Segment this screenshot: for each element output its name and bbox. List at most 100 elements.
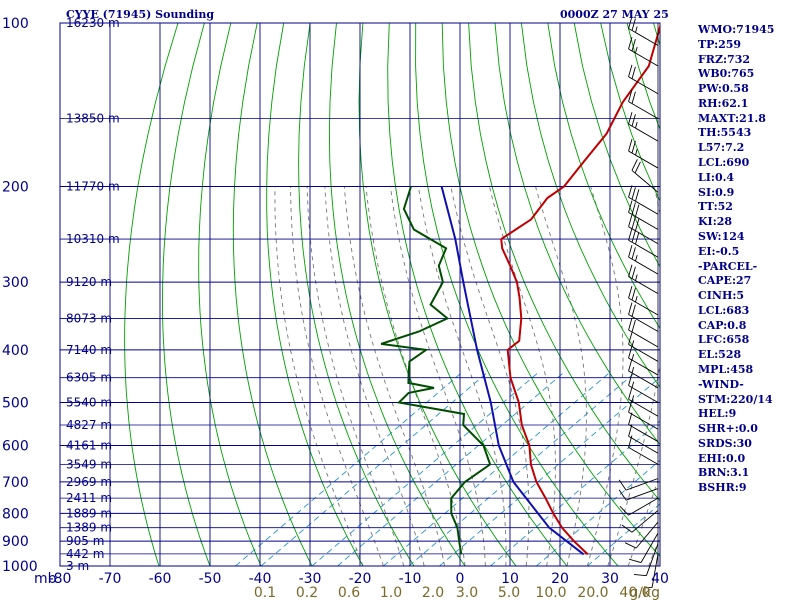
barb-staff bbox=[628, 256, 659, 275]
barb-flag bbox=[634, 161, 641, 174]
index-line: EL:528 bbox=[698, 348, 742, 362]
temperature-trace bbox=[500, 23, 660, 556]
index-line: TP:259 bbox=[698, 37, 742, 51]
wind-barb bbox=[628, 358, 659, 389]
height-label: 5540 m bbox=[66, 396, 112, 410]
pressure-label: 200 bbox=[2, 179, 29, 195]
grid bbox=[59, 22, 661, 567]
temperature-tick-label: 20 bbox=[551, 571, 569, 587]
index-line: SRDS:30 bbox=[698, 436, 752, 450]
height-label: 2969 m bbox=[66, 475, 112, 489]
barb-staff bbox=[628, 314, 659, 332]
dewpoint-trace bbox=[380, 186, 492, 555]
moist-adiabat bbox=[627, 472, 660, 566]
barb-flag bbox=[631, 141, 636, 154]
barb-staff bbox=[628, 48, 659, 67]
temperature-tick-label: -50 bbox=[199, 571, 222, 587]
mixing-ratio-label: 3.0 bbox=[456, 585, 478, 600]
index-line: BRN:3.1 bbox=[698, 466, 750, 480]
barb-flag bbox=[631, 288, 636, 301]
barb-flag bbox=[631, 304, 636, 317]
barb-flag bbox=[635, 232, 640, 245]
barb-flag bbox=[628, 64, 633, 77]
barb-flag bbox=[628, 139, 633, 152]
barb-flag bbox=[628, 358, 633, 372]
barb-half-flag bbox=[631, 381, 635, 388]
barb-flag bbox=[635, 189, 640, 202]
barb-staff bbox=[628, 276, 659, 294]
temperature-tick-label: -70 bbox=[99, 571, 122, 587]
temperature-tick-label: 40 bbox=[651, 571, 669, 587]
height-label: 4161 m bbox=[66, 439, 112, 453]
index-line: HEL:9 bbox=[698, 407, 737, 421]
wind-barb bbox=[628, 16, 659, 46]
index-line: EI:-0.5 bbox=[698, 244, 740, 258]
temperature-tick-label: -40 bbox=[249, 571, 272, 587]
barb-flag bbox=[628, 400, 633, 413]
barb-flag bbox=[634, 573, 647, 577]
index-line: MPL:458 bbox=[698, 362, 754, 376]
barb-flag bbox=[628, 286, 633, 299]
index-line: TH:5543 bbox=[698, 126, 752, 140]
barb-staff bbox=[628, 150, 659, 169]
dry-adiabat bbox=[266, 23, 364, 566]
wind-barb bbox=[628, 36, 659, 67]
temperature-tick-label: -20 bbox=[349, 571, 372, 587]
moist-adiabat bbox=[306, 186, 405, 566]
moist-adiabat bbox=[343, 186, 446, 566]
height-label: 6305 m bbox=[66, 371, 112, 385]
barb-flag bbox=[624, 542, 637, 549]
barb-staff bbox=[635, 521, 659, 549]
wind-barb bbox=[628, 387, 659, 417]
pressure-label: 1000 bbox=[2, 559, 38, 575]
height-label: 905 m bbox=[66, 534, 104, 548]
pressure-label: 700 bbox=[2, 475, 29, 491]
moist-adiabat bbox=[274, 186, 364, 566]
barb-half-flag bbox=[635, 26, 638, 33]
barb-staff bbox=[628, 447, 659, 465]
pressure-label: 400 bbox=[2, 343, 29, 359]
index-line: SI:0.9 bbox=[698, 185, 735, 199]
dry-adiabat bbox=[415, 23, 619, 566]
barb-flag bbox=[628, 245, 633, 258]
barb-staff bbox=[628, 370, 659, 389]
barb-staff bbox=[645, 543, 659, 576]
height-label: 1389 m bbox=[66, 521, 112, 535]
sounding-date: 0000Z 27 MAY 25 bbox=[560, 8, 669, 21]
temperature-tick-label: -80 bbox=[49, 571, 72, 587]
moist-adiabat bbox=[488, 186, 556, 566]
barb-flag bbox=[635, 204, 640, 217]
temperature-tick-label: 30 bbox=[601, 571, 619, 587]
barb-half-flag bbox=[635, 122, 638, 129]
barb-staff bbox=[628, 28, 659, 46]
barb-flag bbox=[631, 114, 636, 127]
barb-flag bbox=[628, 373, 633, 386]
barb-flag bbox=[618, 489, 627, 501]
wind-barb bbox=[628, 532, 659, 564]
barb-half-flag bbox=[631, 395, 635, 402]
dry-adiabat bbox=[468, 23, 660, 502]
barb-flag bbox=[618, 479, 627, 491]
sounding-profiles bbox=[380, 23, 660, 556]
barb-staff bbox=[628, 226, 659, 245]
index-line: MAXT:21.8 bbox=[698, 111, 766, 125]
wind-barb bbox=[628, 228, 659, 258]
mixing-ratio-label: 0.1 bbox=[254, 585, 276, 600]
dry-adiabat bbox=[162, 23, 211, 566]
height-label: 11770 m bbox=[66, 179, 120, 193]
barb-flag bbox=[628, 317, 633, 331]
index-line: STM:220/14 bbox=[698, 392, 773, 406]
barb-flag bbox=[628, 424, 633, 437]
height-label: 1889 m bbox=[66, 506, 112, 520]
wind-barb bbox=[628, 112, 659, 142]
temperature-tick-label: -60 bbox=[149, 571, 172, 587]
barb-staff bbox=[628, 385, 659, 403]
barb-flag bbox=[628, 112, 633, 125]
barb-staff bbox=[631, 510, 659, 533]
mixing-ratio-label: 1.0 bbox=[380, 585, 402, 600]
wind-barb bbox=[628, 424, 659, 454]
index-line: FRZ:732 bbox=[698, 52, 751, 66]
barb-half-flag bbox=[635, 46, 638, 54]
barb-flag bbox=[628, 346, 633, 359]
barb-flag bbox=[628, 200, 633, 213]
